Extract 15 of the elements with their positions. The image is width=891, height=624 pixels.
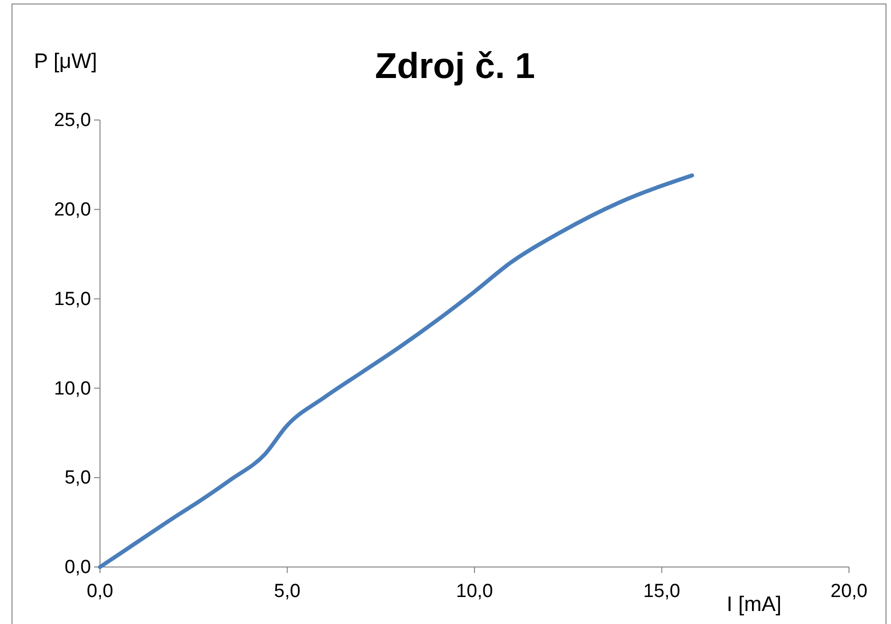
x-axis-title: I [mA]: [726, 593, 782, 616]
y-tick-label: 25,0: [54, 110, 91, 132]
y-tick-label: 15,0: [54, 288, 91, 310]
y-tick-label: 20,0: [54, 199, 91, 220]
y-axis-title: P [μW]: [34, 50, 98, 73]
x-tick-label: 10,0: [456, 580, 493, 602]
x-tick-label: 20,0: [830, 580, 868, 602]
y-tick-label: 5,0: [64, 468, 91, 489]
chart-title: Zdroj č. 1: [374, 45, 536, 86]
y-tick-label: 0,0: [64, 557, 91, 578]
y-tick-label: 10,0: [54, 378, 91, 400]
x-tick-label: 0,0: [86, 580, 114, 602]
x-tick-label: 15,0: [643, 580, 680, 602]
line-series: [98, 173, 694, 569]
x-tick-label: 5,0: [274, 580, 300, 602]
